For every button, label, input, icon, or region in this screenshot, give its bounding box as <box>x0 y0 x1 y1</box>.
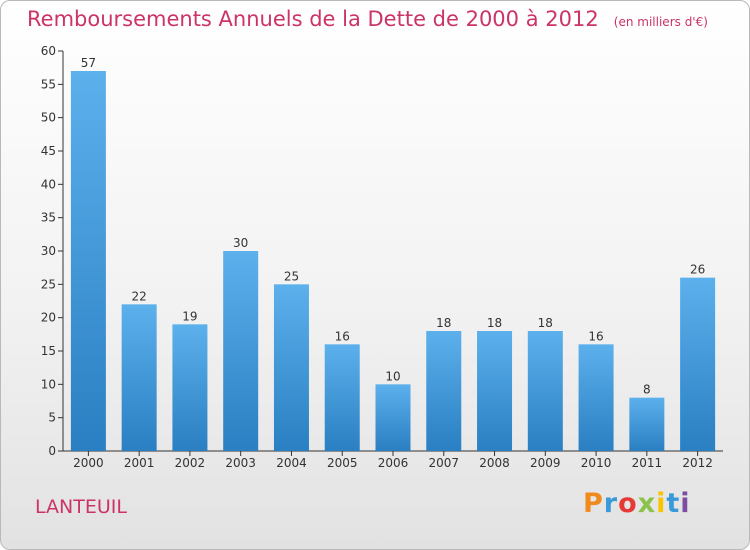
bar <box>70 71 106 451</box>
bar <box>375 384 411 451</box>
x-tick-label: 2006 <box>378 456 409 470</box>
y-tick-label: 20 <box>41 311 56 325</box>
data-label: 26 <box>690 263 705 277</box>
bar <box>527 331 563 451</box>
logo-letter: x <box>637 488 657 519</box>
x-tick-label: 2001 <box>124 456 155 470</box>
y-tick-label: 35 <box>41 211 56 225</box>
axes: 0 5 10 15 20 25 30 35 40 45 50 55 60 <box>41 44 723 458</box>
bar <box>324 344 360 451</box>
proxiti-logo[interactable]: Proxiti <box>583 488 691 519</box>
data-label: 18 <box>487 316 502 330</box>
bar <box>223 251 259 451</box>
data-label: 8 <box>643 383 651 397</box>
y-tick-label: 5 <box>48 411 56 425</box>
x-tick-label: 2010 <box>581 456 612 470</box>
data-label: 25 <box>284 269 299 283</box>
logo-letter: i <box>680 488 691 519</box>
y-tick-label: 30 <box>41 244 56 258</box>
logo-letter: i <box>656 488 667 519</box>
x-tick-label: 2012 <box>682 456 713 470</box>
y-tick-label: 45 <box>41 144 56 158</box>
data-label: 30 <box>233 236 248 250</box>
y-tick-label: 10 <box>41 377 56 391</box>
bar <box>172 324 208 451</box>
x-tick-label: 2003 <box>225 456 256 470</box>
y-tick-label: 15 <box>41 344 56 358</box>
x-tick-label: 2000 <box>73 456 104 470</box>
x-tick-label: 2008 <box>479 456 510 470</box>
chart-title: Remboursements Annuels de la Dette de 20… <box>27 7 708 31</box>
data-label: 16 <box>335 329 350 343</box>
commune-name: LANTEUIL <box>35 496 127 518</box>
bar <box>426 331 462 451</box>
y-tick-label: 40 <box>41 177 56 191</box>
data-label: 18 <box>436 316 451 330</box>
data-label: 22 <box>132 289 147 303</box>
logo-letter: t <box>666 488 681 519</box>
chart-subtitle: (en milliers d'€) <box>613 15 708 29</box>
bars <box>70 71 716 451</box>
y-tick-label: 0 <box>48 444 56 458</box>
chart-title-main: Remboursements Annuels de la Dette de 20… <box>27 7 599 31</box>
bar <box>578 344 614 451</box>
data-label: 18 <box>538 316 553 330</box>
bar <box>680 277 716 451</box>
bar <box>121 304 157 451</box>
y-tick-label: 50 <box>41 111 56 125</box>
bar <box>273 284 309 451</box>
bar <box>477 331 513 451</box>
data-label: 19 <box>182 309 197 323</box>
data-label: 57 <box>81 56 96 70</box>
data-label: 10 <box>385 369 400 383</box>
y-tick-label: 25 <box>41 277 56 291</box>
logo-letter: o <box>618 488 638 519</box>
x-tick-label: 2011 <box>632 456 663 470</box>
y-tick-label: 60 <box>41 44 56 58</box>
logo-letter: r <box>603 488 619 519</box>
y-tick-label: 55 <box>41 77 56 91</box>
x-tick-label: 2004 <box>276 456 307 470</box>
logo-letter: P <box>583 488 604 519</box>
bar <box>629 397 665 451</box>
x-tick-label: 2007 <box>428 456 459 470</box>
labels: 2000 57 2001 22 2002 19 2003 30 2004 25 2005 16 2006… <box>73 56 713 470</box>
data-label: 16 <box>588 329 603 343</box>
x-tick-label: 2009 <box>530 456 561 470</box>
x-tick-label: 2002 <box>175 456 206 470</box>
x-tick-label: 2005 <box>327 456 358 470</box>
